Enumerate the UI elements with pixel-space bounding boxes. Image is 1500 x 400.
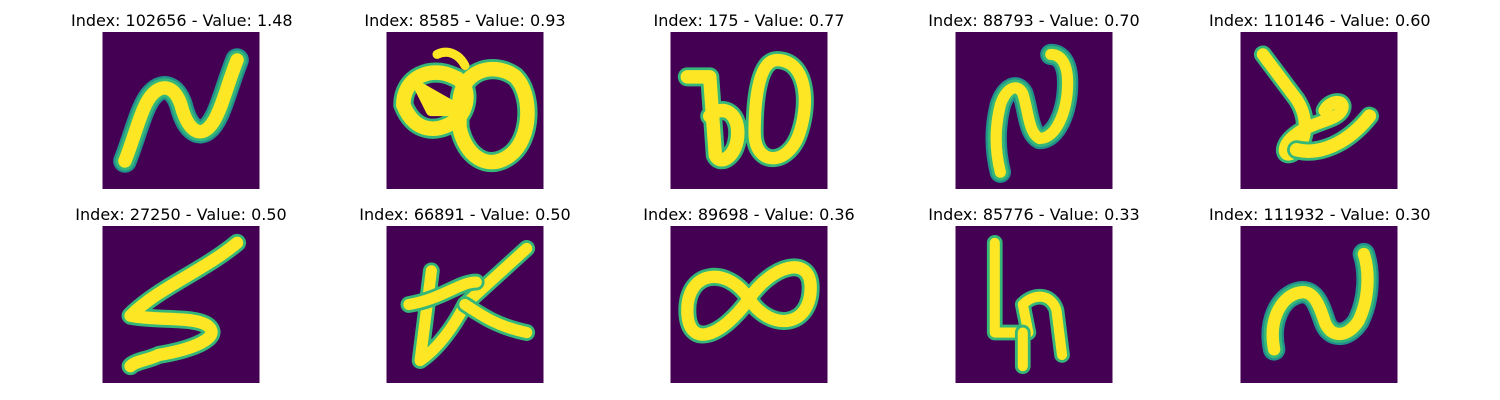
glyph-image-2 — [386, 32, 544, 189]
panel-5: Index: 110146 - Value: 0.60 — [1209, 10, 1431, 190]
panel-title: Index: 88793 - Value: 0.70 — [928, 11, 1140, 30]
glyph-image-6 — [102, 226, 260, 383]
panel-6: Index: 27250 - Value: 0.50 — [71, 204, 291, 384]
glyph-image-3 — [670, 32, 828, 189]
panel-4: Index: 88793 - Value: 0.70 — [924, 10, 1144, 190]
glyph-image-1 — [102, 32, 260, 189]
panel-1: Index: 102656 - Value: 1.48 — [71, 10, 293, 190]
glyph-image-7 — [386, 226, 544, 383]
panel-9: Index: 85776 - Value: 0.33 — [924, 204, 1144, 384]
glyph-image-10 — [1240, 226, 1398, 383]
panel-title: Index: 102656 - Value: 1.48 — [71, 11, 293, 30]
panel-3: Index: 175 - Value: 0.77 — [639, 10, 859, 190]
panel-10: Index: 111932 - Value: 0.30 — [1209, 204, 1431, 384]
panel-title: Index: 175 - Value: 0.77 — [653, 11, 845, 30]
panel-2: Index: 8585 - Value: 0.93 — [355, 10, 575, 190]
glyph-image-4 — [955, 32, 1113, 189]
panel-7: Index: 66891 - Value: 0.50 — [355, 204, 575, 384]
glyph-image-9 — [955, 226, 1113, 383]
panel-title: Index: 111932 - Value: 0.30 — [1209, 205, 1431, 224]
panel-title: Index: 27250 - Value: 0.50 — [75, 205, 287, 224]
glyph-image-5 — [1240, 32, 1398, 189]
panel-title: Index: 110146 - Value: 0.60 — [1209, 11, 1431, 30]
panel-title: Index: 66891 - Value: 0.50 — [359, 205, 571, 224]
panel-8: Index: 89698 - Value: 0.36 — [639, 204, 859, 384]
panel-title: Index: 89698 - Value: 0.36 — [643, 205, 855, 224]
panel-title: Index: 8585 - Value: 0.93 — [364, 11, 566, 30]
panel-title: Index: 85776 - Value: 0.33 — [928, 205, 1140, 224]
glyph-image-8 — [670, 226, 828, 383]
